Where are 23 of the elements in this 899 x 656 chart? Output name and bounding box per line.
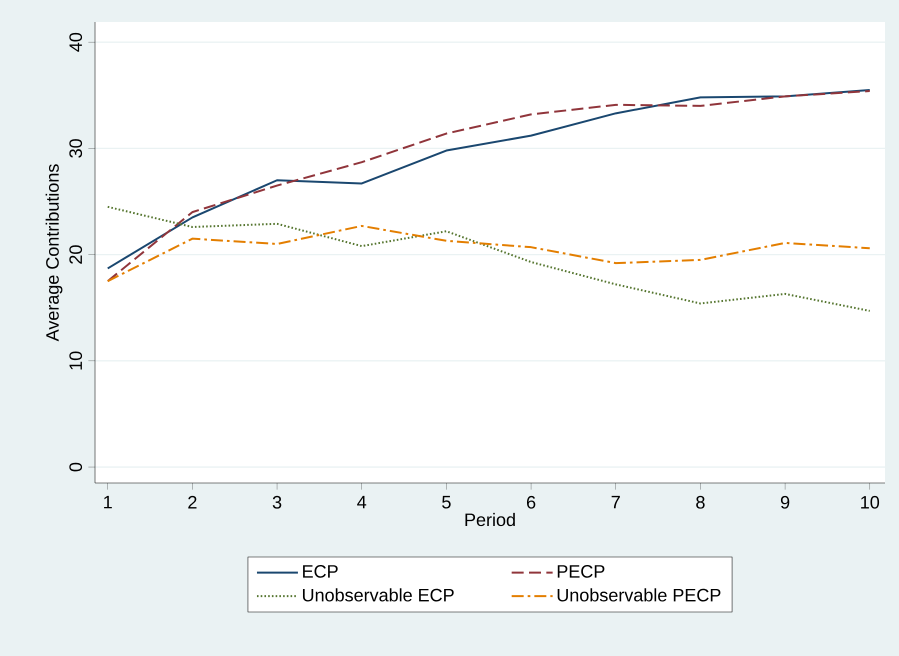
line-series (106, 224, 871, 282)
y-tick-label: 10 (69, 352, 82, 370)
x-tick-label: 3 (272, 496, 282, 509)
legend-label: Unobservable ECP (302, 588, 454, 602)
x-tick-label: 7 (612, 496, 620, 508)
y-axis-title: Average Contributions (46, 164, 62, 342)
x-tick-label: 9 (780, 496, 790, 509)
x-tick-label: 1 (104, 496, 112, 508)
y-tick-label: 30 (69, 139, 82, 158)
x-tick-label: 6 (526, 496, 536, 509)
x-tick-label: 10 (861, 496, 880, 509)
legend-label: ECP (303, 565, 338, 578)
legend-label: Unobservable PECP (558, 588, 720, 602)
y-tick-label: 0 (69, 462, 82, 472)
x-tick-label: 4 (357, 496, 366, 508)
legend-label: PECP (558, 565, 604, 578)
x-axis-title: Period (465, 512, 515, 526)
y-tick-label: 40 (69, 32, 82, 52)
y-tick-label: 20 (69, 245, 82, 264)
x-tick-label: 5 (442, 496, 451, 508)
x-tick-label: 2 (188, 496, 196, 508)
x-tick-label: 8 (696, 496, 705, 509)
line-series (106, 206, 871, 312)
